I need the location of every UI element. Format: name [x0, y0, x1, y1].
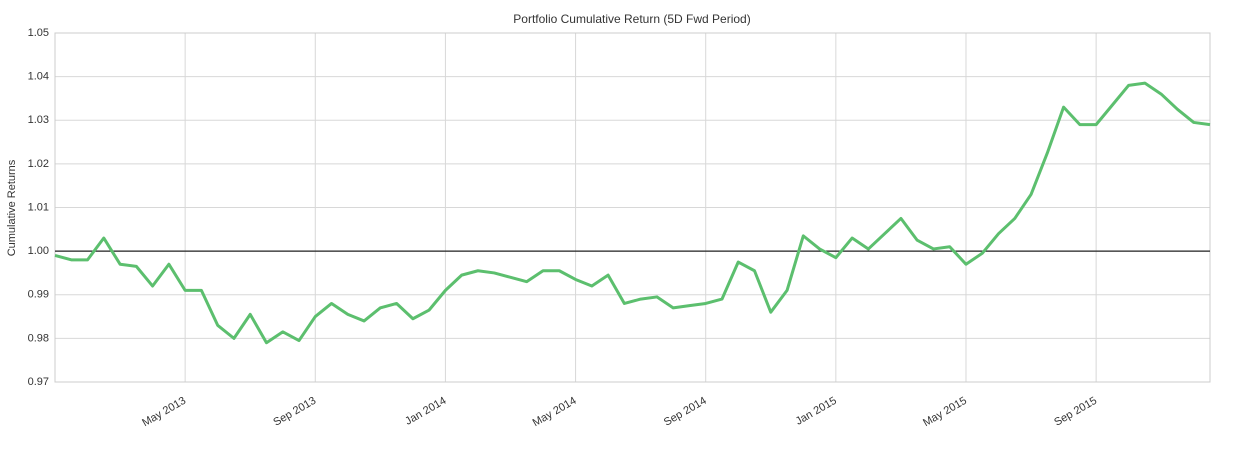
x-tick-label: Sep 2013 — [271, 395, 318, 429]
y-tick-label: 0.97 — [28, 376, 49, 388]
y-axis-label: Cumulative Returns — [6, 159, 18, 256]
y-tick-label: 1.04 — [28, 71, 49, 83]
y-tick-label: 1.00 — [28, 245, 49, 257]
y-tick-label: 1.05 — [28, 27, 49, 39]
line-series — [54, 81, 1211, 345]
chart-title: Portfolio Cumulative Return (5D Fwd Peri… — [513, 12, 750, 26]
plot-frame — [54, 32, 1211, 383]
y-tick-label: 1.03 — [28, 114, 49, 126]
x-tick-label: Sep 2014 — [662, 395, 709, 429]
x-tick-label: May 2013 — [140, 395, 188, 430]
x-tick-label: May 2015 — [921, 395, 969, 430]
y-tick-label: 1.02 — [28, 158, 49, 170]
y-tick-label: 0.99 — [28, 289, 49, 301]
x-tick-label: Jan 2014 — [403, 395, 448, 428]
y-tick-label: 0.98 — [28, 332, 49, 344]
x-tick-label: May 2014 — [531, 395, 579, 430]
y-tick-label: 1.01 — [28, 201, 49, 213]
x-tick-label: Sep 2015 — [1052, 395, 1099, 429]
x-tick-label: Jan 2015 — [794, 395, 839, 428]
